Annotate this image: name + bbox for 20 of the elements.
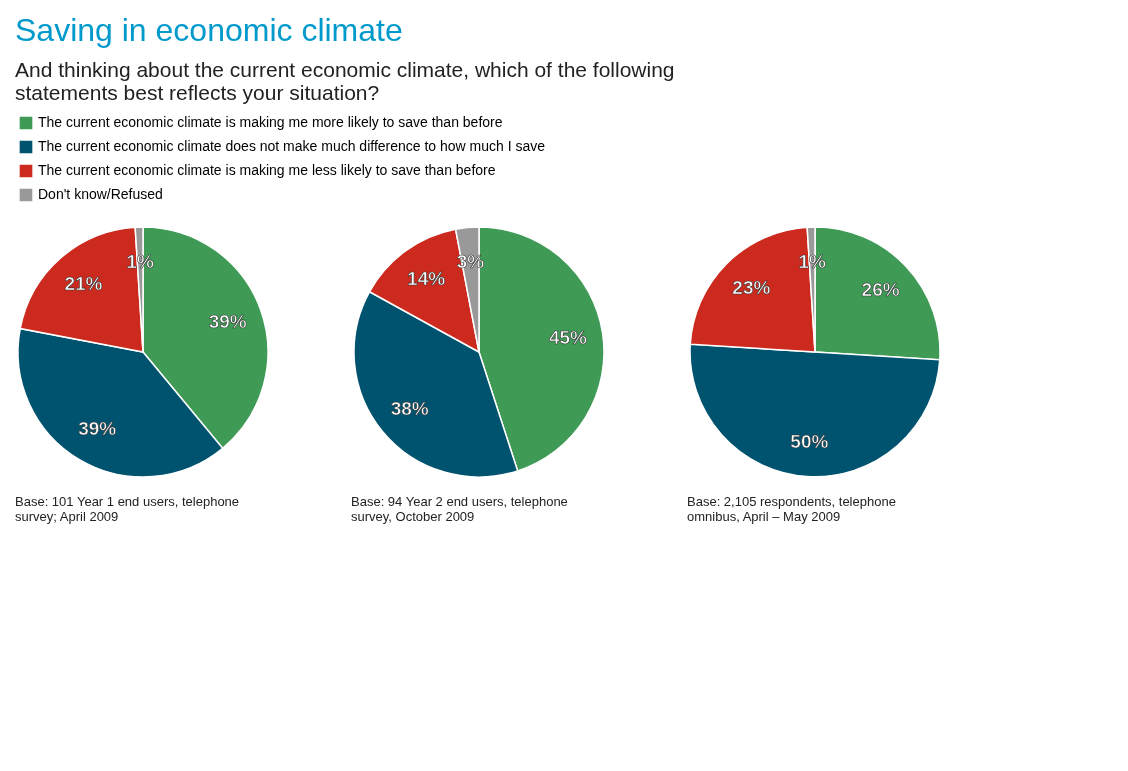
legend-label: The current economic climate is making me more likely to save than before: [38, 114, 503, 130]
data-label: 1%: [126, 251, 155, 273]
chart-subtitle: And thinking about the current economic climate, which of the following statements best reflects your situation?: [15, 58, 675, 104]
data-label: 23%: [732, 277, 771, 299]
text: Base: 2,105 respondents, telephone omnibus, April – May 2009: [687, 494, 896, 524]
text: Base: 94 Year 2 end users, telephone survey, October 2009: [351, 494, 568, 524]
data-label: 45%: [548, 326, 588, 348]
data-label: 50%: [790, 430, 829, 452]
data-label: 1%: [798, 251, 827, 273]
data-label: 39%: [78, 418, 117, 440]
data-label: 39%: [208, 310, 247, 332]
chart-title: Saving in economic climate: [15, 12, 403, 48]
text: Base: 101 Year 1 end users, telephone survey; April 2009: [15, 494, 240, 524]
legend-label: The current economic climate does not make much difference to how much I save: [38, 138, 546, 154]
legend-label: The current economic climate is making me less likely to save than before: [38, 162, 496, 178]
data-label: 26%: [861, 279, 900, 301]
data-label: 21%: [64, 273, 103, 295]
data-label: 14%: [407, 268, 446, 290]
legend-label: Don't know/Refused: [38, 186, 163, 202]
data-label: 38%: [390, 398, 429, 420]
